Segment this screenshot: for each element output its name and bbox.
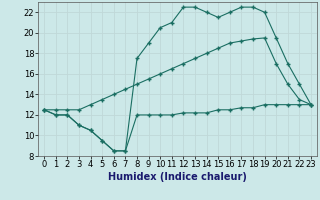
X-axis label: Humidex (Indice chaleur): Humidex (Indice chaleur)	[108, 172, 247, 182]
